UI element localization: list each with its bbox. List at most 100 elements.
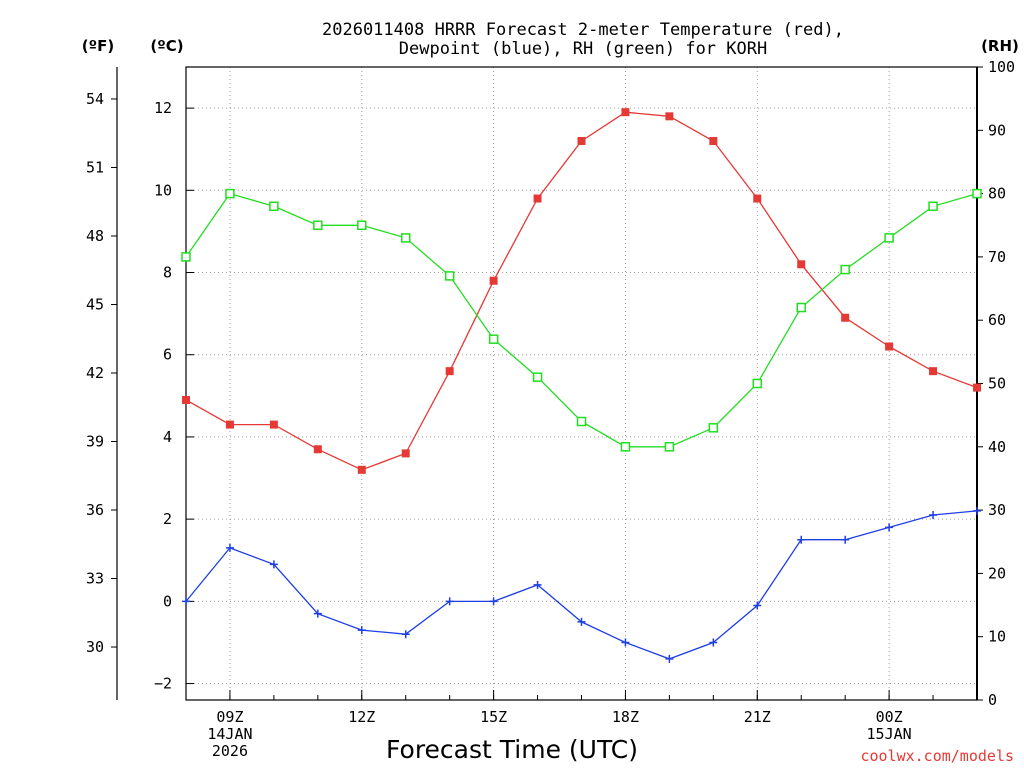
data-point [841,313,850,322]
x-axis-title: Forecast Time (UTC) [386,735,638,764]
rh-tick-label: 70 [988,248,1006,266]
celsius-tick-label: 0 [163,592,172,610]
data-point [885,523,894,532]
data-point [182,395,190,404]
rh-tick-label: 30 [988,501,1006,519]
series-2-meter-temperature [182,108,981,474]
fahrenheit-tick-label: 48 [86,227,104,245]
data-point [401,449,410,458]
data-point [841,535,850,544]
series-dewpoint [182,506,981,663]
data-point [708,423,719,433]
data-point [620,442,631,452]
grid-lines [186,67,977,700]
data-point [973,383,981,392]
data-point [269,560,278,569]
celsius-tick-label: 8 [163,264,172,282]
data-point [929,367,938,376]
data-point [797,535,806,544]
x-tick-label: 15Z [480,708,507,726]
x-tick-label: 2026 [212,742,248,760]
data-point [885,342,894,351]
fahrenheit-unit-label: (ºF) [82,37,114,55]
fahrenheit-tick-label: 54 [86,90,104,108]
data-point [753,601,762,610]
series-line [185,111,978,471]
data-point [577,136,586,145]
data-point [797,260,806,269]
rh-tick-label: 80 [988,185,1006,203]
x-tick-label: 18Z [612,708,639,726]
data-point [533,580,542,589]
plot-frame [185,66,978,701]
data-point [884,233,894,243]
celsius-unit-label: (ºC) [150,37,183,55]
celsius-tick-label: 4 [163,428,172,446]
data-point [753,194,762,203]
data-point [313,609,322,618]
data-point [972,188,982,199]
fahrenheit-tick-label: 51 [86,158,104,176]
x-tick-label: 15JAN [867,725,912,743]
fahrenheit-tick-label: 36 [86,501,104,519]
data-point [269,420,278,429]
tick-labels: −2 0 2 4 6 8 10 12 30 33 36 39 42 45 48 51 54 0 10 20 30 40 50… [86,58,1015,760]
data-point [445,367,454,376]
rh-tick-label: 100 [988,58,1015,76]
data-point [488,334,499,344]
fahrenheit-tick-label: 33 [86,570,104,588]
x-tick-label: 12Z [348,708,375,726]
fahrenheit-tick-label: 39 [86,433,104,451]
x-tick-label: 00Z [876,708,903,726]
data-point [576,416,587,427]
data-point [929,511,938,520]
data-point [665,112,674,121]
data-point [577,617,586,626]
data-point [313,220,323,230]
celsius-tick-label: 12 [154,99,172,117]
data-point [401,630,410,639]
data-point [181,252,191,262]
data-point [621,108,630,117]
data-point [444,271,455,281]
data-point [269,201,279,212]
data-point [225,188,235,199]
data-point [225,543,234,552]
data-point [489,276,498,285]
rh-tick-label: 60 [988,311,1006,329]
fahrenheit-tick-label: 45 [86,295,104,313]
celsius-tick-label: 6 [163,346,172,364]
data-point [313,445,322,454]
data-point [709,136,718,145]
data-point [445,597,454,606]
data-point [357,220,367,230]
data-point [532,372,543,382]
data-point [928,201,938,212]
series-line [185,192,978,448]
data-point [489,597,498,606]
chart-title-line-2: Dewpoint (blue), RH (green) for KORH [399,39,767,59]
rh-unit-label: (RH) [981,37,1019,55]
data-point [225,420,234,429]
data-point [973,506,981,515]
data-point [752,378,763,389]
data-point [400,233,411,243]
data-point [665,654,674,663]
data-point [182,597,190,606]
rh-tick-label: 0 [988,691,997,709]
celsius-tick-label: 10 [154,181,172,199]
data-point [357,465,366,474]
rh-tick-label: 10 [988,628,1006,646]
data-point [533,194,542,203]
x-tick-label: 21Z [744,708,771,726]
credit-text: coolwx.com/models [860,747,1014,765]
fahrenheit-tick-label: 42 [86,364,104,382]
data-point [357,626,366,635]
series-relative-humidity [181,188,982,452]
celsius-tick-label: −2 [154,675,172,693]
data-point [796,302,806,313]
rh-tick-label: 20 [988,564,1006,582]
fahrenheit-tick-label: 30 [86,638,104,656]
rh-tick-label: 40 [988,438,1006,456]
